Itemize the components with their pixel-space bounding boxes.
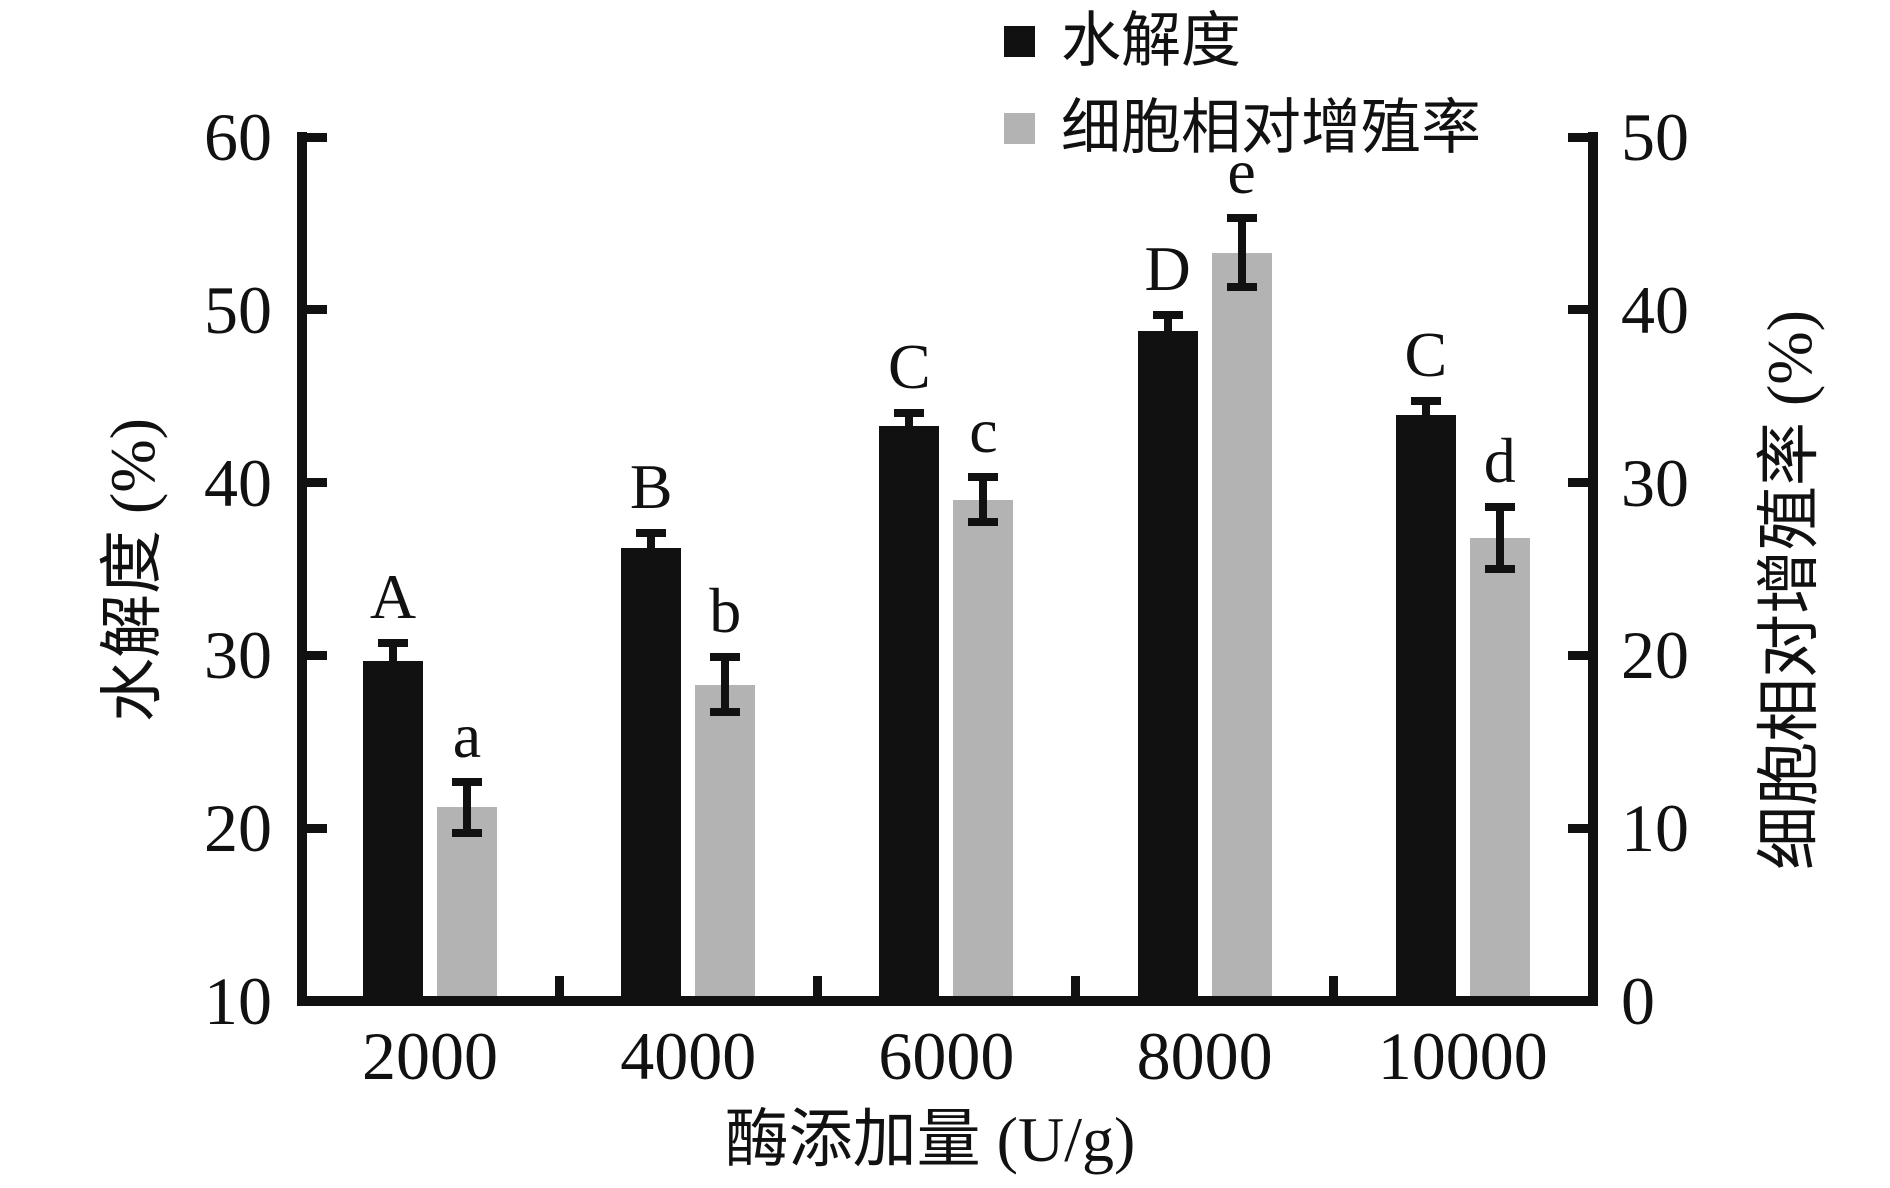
error-bar-stem — [463, 781, 471, 834]
bar-hydrolysis-6000 — [879, 425, 940, 1006]
bar-proliferation-8000 — [1211, 252, 1272, 1006]
right-axis-title: 细胞相对增殖率 (%) — [1754, 310, 1825, 870]
right-axis-tick-label: 0 — [1621, 963, 1655, 1039]
right-axis-tick-label: 30 — [1621, 444, 1689, 521]
sig-label-C-6000: C — [888, 331, 931, 403]
x-axis-tick — [812, 976, 822, 996]
error-bar-cap — [710, 708, 741, 717]
x-axis-baseline — [297, 996, 1598, 1006]
sig-label-b-4000: b — [709, 575, 742, 647]
legend-label-proliferation: 细胞相对增殖率 — [1061, 95, 1481, 161]
bar-proliferation-6000 — [953, 499, 1014, 1006]
sig-label-C-10000: C — [1404, 319, 1448, 391]
y-axis-right — [1588, 132, 1598, 1006]
error-bar-cap — [968, 473, 999, 482]
left-axis-tick — [307, 132, 327, 142]
right-axis-tick — [1568, 305, 1588, 315]
error-bar-cap — [636, 528, 667, 537]
x-axis-tick — [554, 976, 564, 996]
left-axis-tick-label: 40 — [204, 444, 272, 521]
right-axis-tick — [1568, 132, 1588, 142]
error-bar-stem — [1237, 218, 1246, 288]
error-bar-cap — [1484, 565, 1515, 573]
x-axis-tick-label: 6000 — [878, 1018, 1015, 1094]
left-axis-tick-label: 50 — [204, 271, 272, 348]
error-bar-stem — [721, 657, 730, 713]
bar-hydrolysis-4000 — [621, 548, 682, 1006]
error-bar-cap — [452, 829, 482, 838]
sig-label-a-2000: a — [452, 699, 482, 771]
error-bar-stem — [1163, 314, 1172, 333]
right-axis-tick-label: 50 — [1621, 99, 1689, 175]
sig-label-B-4000: B — [629, 450, 673, 522]
x-axis-tick-label: 10000 — [1377, 1018, 1548, 1094]
y-axis-left — [297, 132, 307, 1006]
error-bar-cap — [968, 518, 999, 527]
sig-label-A-2000: A — [369, 561, 417, 633]
bar-hydrolysis-10000 — [1395, 415, 1456, 1006]
error-bar-cap — [1484, 502, 1515, 511]
proliferation-swatch-icon — [1004, 113, 1035, 144]
legend-item-hydrolysis: 水解度 — [1004, 10, 1481, 73]
left-axis-tick — [307, 650, 327, 660]
error-bar-stem — [905, 413, 914, 428]
sig-label-e-8000: e — [1227, 136, 1256, 208]
error-bar-stem — [979, 477, 988, 523]
x-axis-tick — [1071, 976, 1080, 996]
right-axis-tick — [1568, 478, 1588, 488]
bar-hydrolysis-2000 — [363, 660, 423, 1006]
x-axis-tick-label: 2000 — [362, 1018, 498, 1094]
right-axis-tick — [1568, 823, 1588, 833]
error-bar-cap — [1226, 214, 1257, 223]
left-axis-tick — [307, 823, 327, 833]
error-bar-stem — [1421, 401, 1430, 418]
left-axis-tick-label: 20 — [204, 790, 272, 867]
right-axis-tick-label: 40 — [1621, 271, 1689, 348]
error-bar-stem — [647, 532, 656, 551]
error-bar-cap — [1226, 283, 1257, 292]
right-axis-tick-label: 20 — [1621, 617, 1689, 694]
right-axis-tick — [1568, 650, 1588, 660]
x-axis-tick-label: 4000 — [620, 1018, 757, 1094]
hydrolysis-swatch-icon — [1004, 26, 1035, 57]
error-bar-cap — [1410, 397, 1441, 406]
error-bar-stem — [1495, 506, 1504, 569]
legend-label-hydrolysis: 水解度 — [1061, 8, 1241, 74]
left-axis-tick-label: 10 — [204, 963, 272, 1039]
error-bar-stem — [389, 643, 397, 663]
right-axis-tick-label: 10 — [1621, 790, 1689, 867]
bar-hydrolysis-8000 — [1137, 330, 1198, 1006]
sig-label-d-10000: d — [1483, 424, 1516, 496]
left-axis-tick — [307, 305, 327, 315]
error-bar-cap — [710, 653, 741, 662]
sig-label-c-6000: c — [969, 395, 998, 467]
legend-item-proliferation: 细胞相对增殖率 — [1004, 97, 1481, 160]
bar-proliferation-4000 — [695, 684, 756, 1006]
error-bar-cap — [894, 409, 925, 418]
left-axis-tick-label: 30 — [204, 617, 272, 694]
error-bar-cap — [378, 639, 408, 648]
left-axis-tick — [307, 478, 327, 488]
error-bar-cap — [452, 777, 482, 786]
sig-label-D-8000: D — [1144, 232, 1191, 304]
x-axis-tick — [1329, 976, 1339, 996]
x-axis-title: 酶添加量 (U/g) — [724, 1104, 1136, 1175]
left-axis-tick-label: 60 — [204, 99, 272, 175]
bar-proliferation-10000 — [1469, 537, 1530, 1006]
bar-proliferation-2000 — [437, 807, 497, 1006]
error-bar-cap — [1152, 310, 1183, 319]
x-axis-tick-label: 8000 — [1136, 1018, 1273, 1094]
legend: 水解度 细胞相对增殖率 — [1004, 10, 1481, 160]
